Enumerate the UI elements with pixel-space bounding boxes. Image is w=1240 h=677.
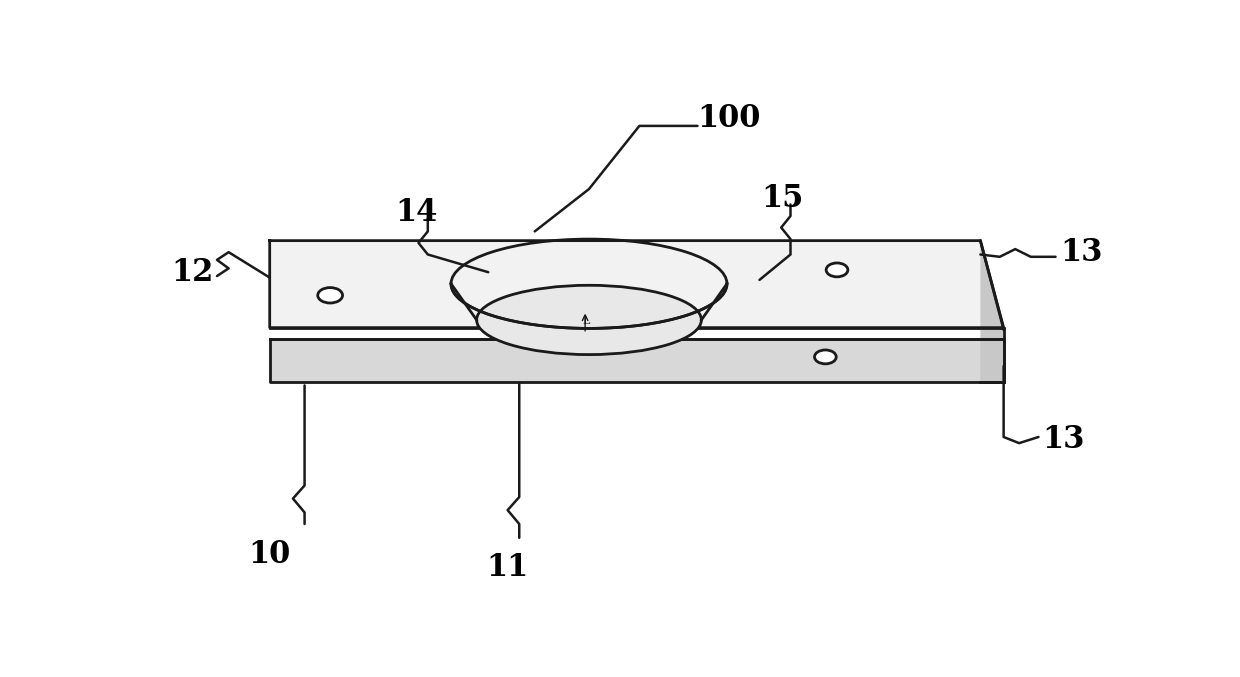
Ellipse shape bbox=[815, 350, 836, 364]
Polygon shape bbox=[270, 240, 1003, 328]
Text: 15: 15 bbox=[761, 183, 804, 214]
Ellipse shape bbox=[317, 288, 342, 303]
Text: 11: 11 bbox=[486, 552, 528, 584]
Text: 12: 12 bbox=[171, 257, 213, 288]
Text: 10: 10 bbox=[248, 540, 291, 571]
Ellipse shape bbox=[476, 285, 702, 355]
Text: 100: 100 bbox=[697, 103, 761, 133]
Ellipse shape bbox=[826, 263, 848, 277]
Text: 14: 14 bbox=[396, 196, 438, 227]
Polygon shape bbox=[981, 240, 1003, 382]
Text: 13: 13 bbox=[1043, 424, 1085, 455]
Polygon shape bbox=[270, 339, 1003, 382]
Text: 13: 13 bbox=[1060, 237, 1102, 267]
Text: L: L bbox=[583, 315, 590, 326]
